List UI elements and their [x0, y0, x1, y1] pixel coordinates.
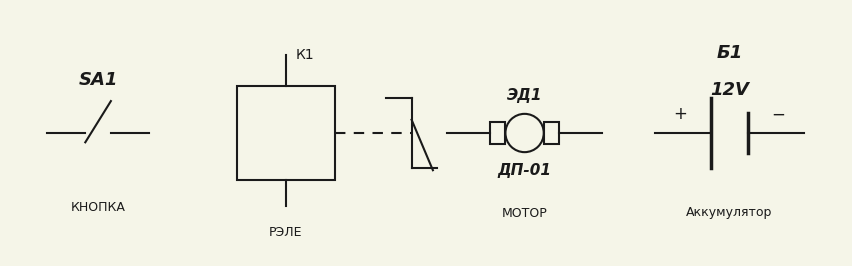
Text: SA1: SA1	[78, 71, 118, 89]
Bar	[543, 122, 558, 144]
Text: ЭД1: ЭД1	[506, 88, 542, 103]
Text: Б1: Б1	[716, 44, 741, 62]
Bar	[490, 122, 505, 144]
Text: Аккумулятор: Аккумулятор	[685, 206, 772, 219]
Bar	[237, 86, 335, 180]
Text: 12V: 12V	[709, 81, 748, 99]
Text: ДП-01: ДП-01	[497, 163, 551, 178]
Ellipse shape	[505, 114, 543, 152]
Text: КНОПКА: КНОПКА	[71, 201, 125, 214]
Text: РЭЛЕ: РЭЛЕ	[268, 226, 302, 239]
Text: +: +	[672, 105, 686, 123]
Text: −: −	[771, 105, 785, 123]
Text: МОТОР: МОТОР	[501, 207, 547, 220]
Text: К1: К1	[296, 48, 314, 61]
